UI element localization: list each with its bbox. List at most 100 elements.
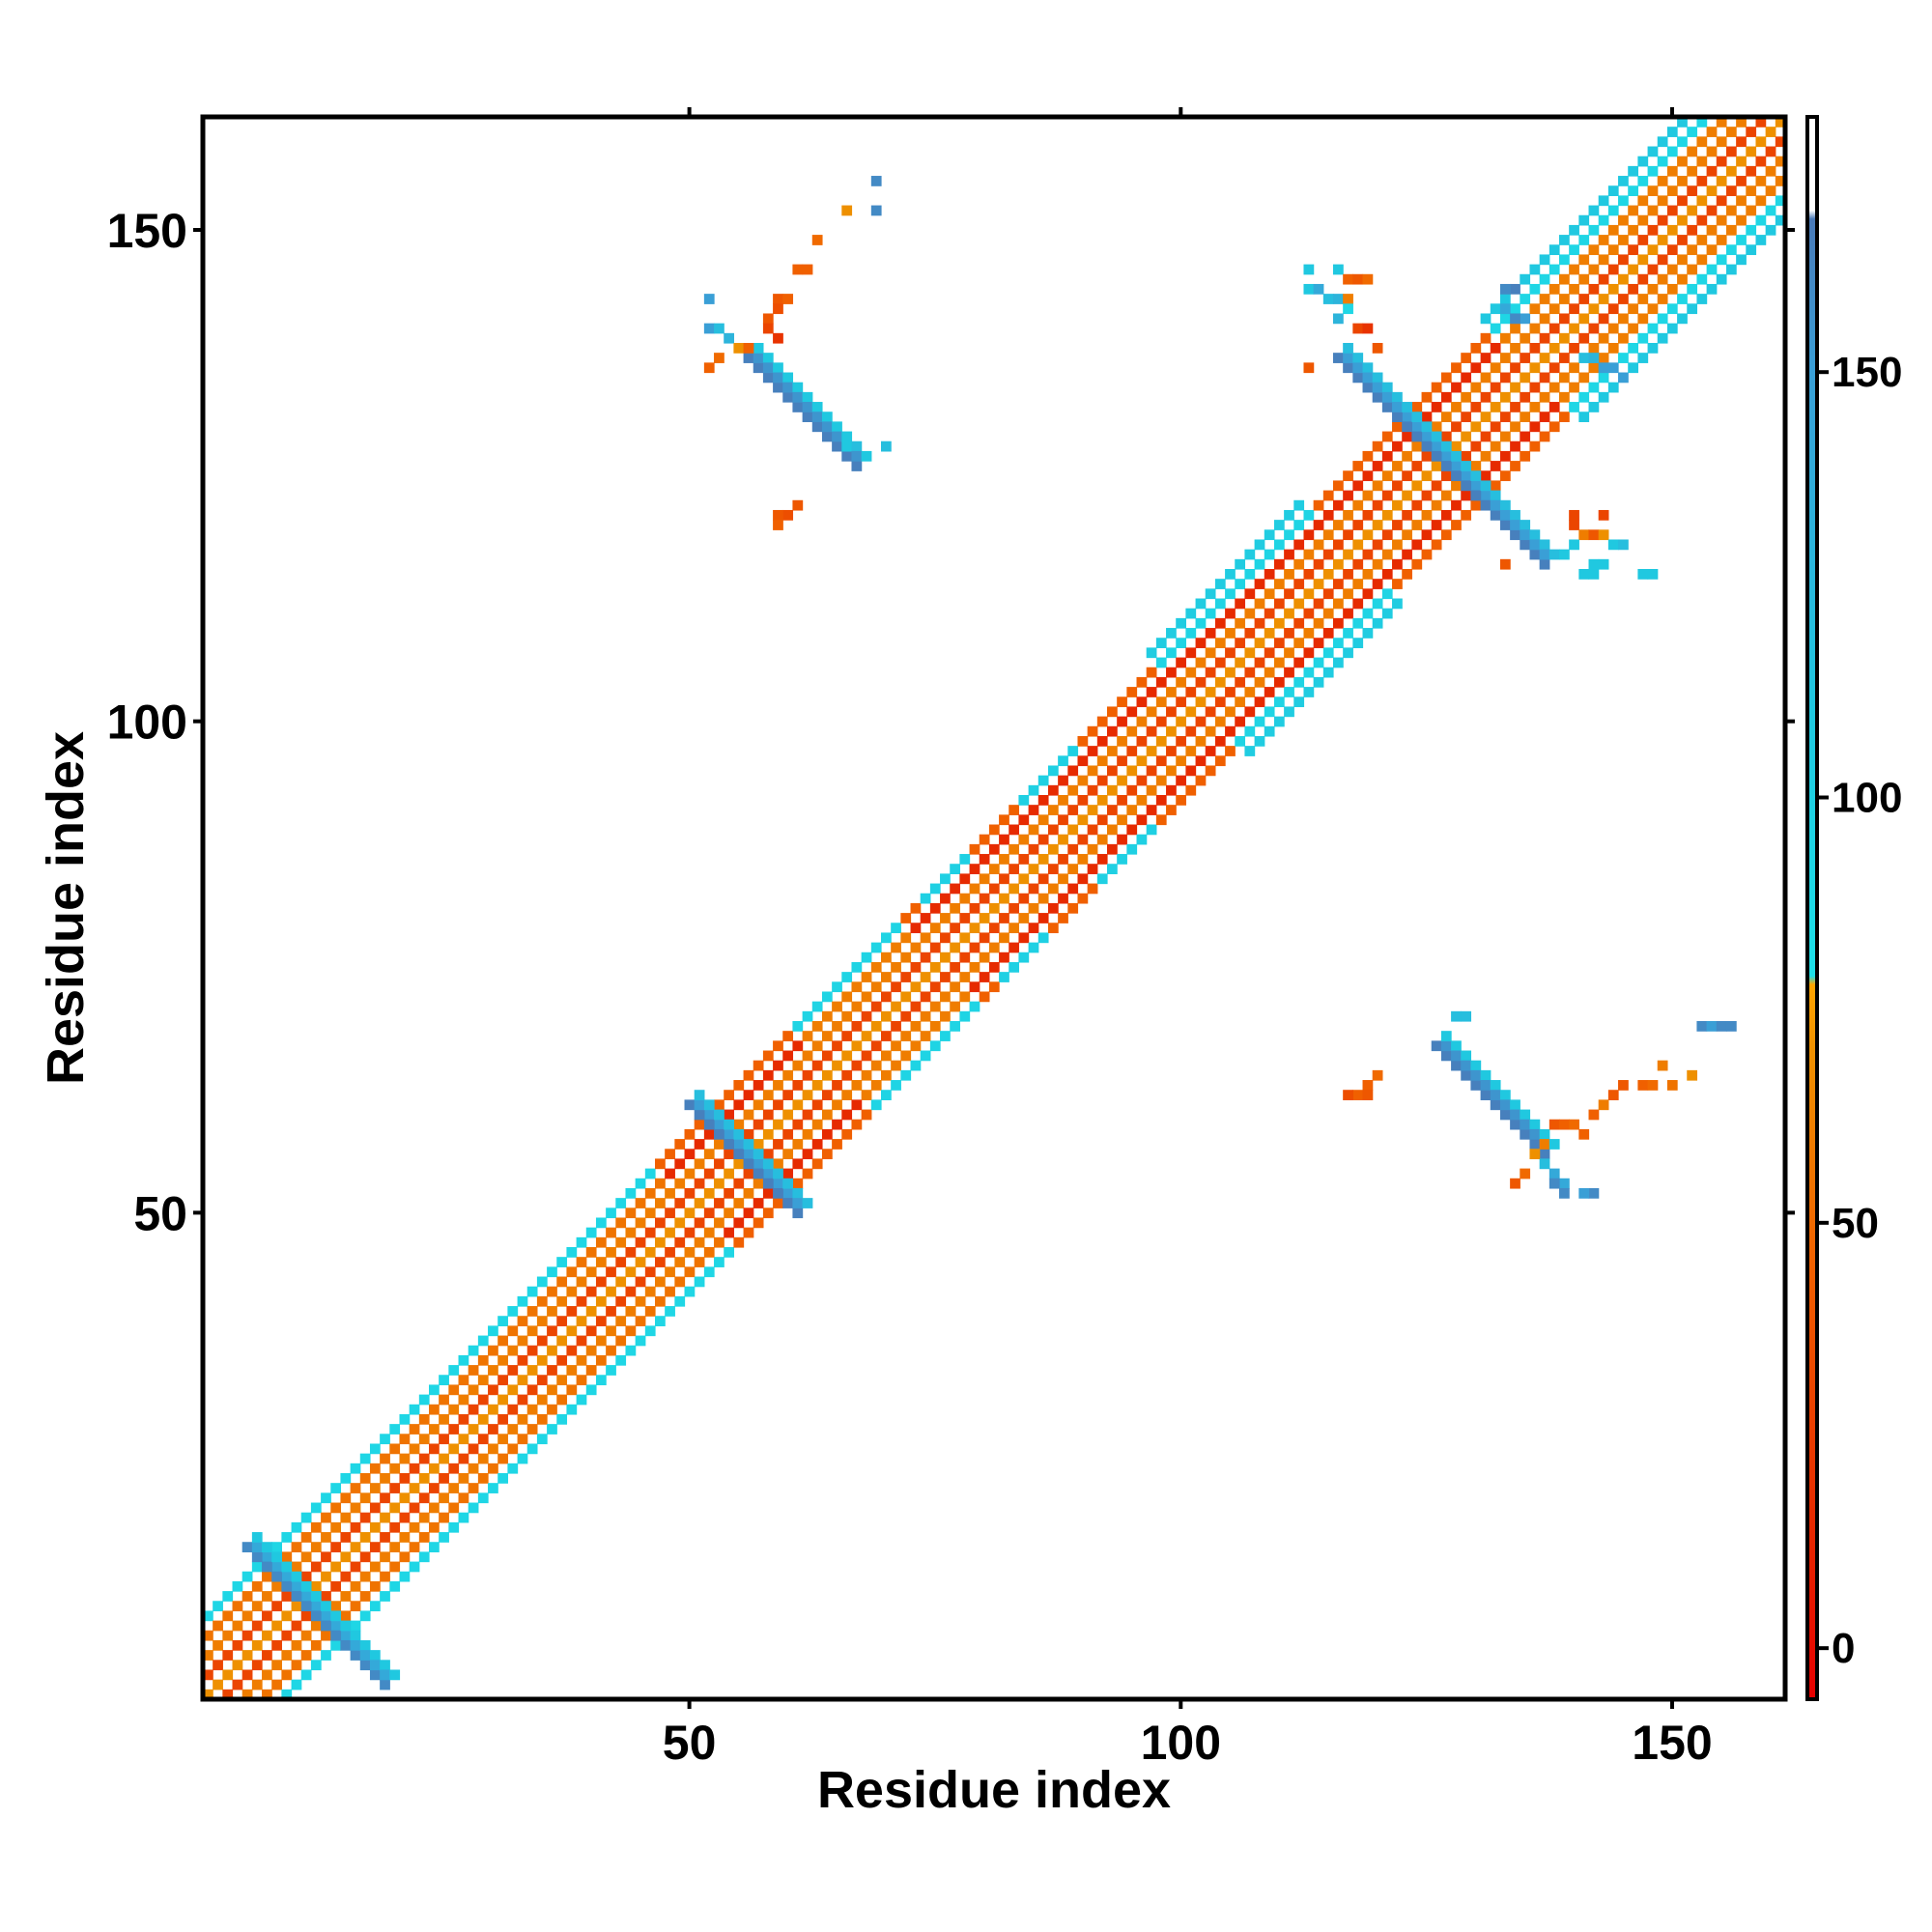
heatmap-cell [1637, 195, 1649, 207]
heatmap-cell [1037, 893, 1049, 904]
heatmap-cell [281, 1630, 293, 1641]
heatmap-cell [526, 1286, 538, 1297]
heatmap-cell [1470, 440, 1482, 452]
heatmap-cell [389, 1443, 401, 1455]
heatmap-cell [1343, 509, 1353, 521]
heatmap-cell [1018, 932, 1030, 944]
heatmap-cell [900, 1050, 912, 1062]
heatmap-cell [792, 1021, 804, 1032]
heatmap-cell [1578, 569, 1590, 580]
heatmap-cell [1166, 784, 1177, 796]
heatmap-cell [606, 1325, 616, 1337]
heatmap-cell [1588, 1187, 1600, 1199]
heatmap-cell [1618, 235, 1629, 245]
heatmap-cell [1736, 254, 1747, 266]
heatmap-cell [1618, 539, 1629, 551]
heatmap-cell [1520, 520, 1531, 530]
heatmap-cell [1107, 824, 1118, 836]
heatmap-cell [910, 981, 922, 993]
heatmap-cell [281, 1650, 293, 1661]
heatmap-cell [1470, 461, 1482, 471]
heatmap-cell [1470, 362, 1482, 374]
y-tick-label: 100 [107, 696, 187, 750]
heatmap-cell [566, 1306, 578, 1317]
heatmap-cell [418, 1551, 430, 1563]
heatmap-cell [1510, 382, 1520, 393]
heatmap-cell [753, 1158, 764, 1170]
heatmap-cell [1451, 1040, 1462, 1052]
heatmap-cell [1058, 814, 1068, 826]
heatmap-cell [1451, 382, 1462, 393]
heatmap-cell [861, 1090, 872, 1100]
heatmap-cell [1372, 480, 1383, 492]
heatmap-cell [1696, 136, 1708, 148]
heatmap-cell [940, 932, 951, 944]
heatmap-cell [1166, 725, 1177, 737]
heatmap-cell [762, 372, 774, 384]
heatmap-cell [1214, 579, 1226, 589]
heatmap-cell [1126, 725, 1138, 737]
heatmap-cell [1107, 805, 1118, 815]
heatmap-cell [340, 1551, 352, 1563]
heatmap-cell [665, 1227, 675, 1238]
heatmap-cell [1548, 362, 1560, 374]
heatmap-cell [1362, 470, 1374, 482]
heatmap-cell [1058, 795, 1068, 806]
heatmap-cell [359, 1532, 371, 1543]
heatmap-cell [625, 1247, 637, 1258]
heatmap-cell [861, 952, 872, 963]
heatmap-cell [271, 1580, 282, 1592]
heatmap-cell [811, 421, 823, 433]
heatmap-cell [203, 1630, 213, 1641]
heatmap-cell [1628, 343, 1638, 354]
heatmap-cell [1461, 412, 1472, 422]
heatmap-cell [536, 1413, 548, 1425]
heatmap-cell [1559, 1187, 1570, 1199]
heatmap-cell [703, 362, 715, 374]
heatmap-cell [1461, 480, 1472, 492]
heatmap-cell [1136, 676, 1148, 688]
heatmap-cell [222, 1650, 234, 1661]
heatmap-cell [359, 1650, 371, 1661]
heatmap-cell [1381, 509, 1393, 521]
heatmap-cell [1578, 313, 1590, 325]
heatmap-cell [359, 1571, 371, 1582]
heatmap-cell [1755, 214, 1767, 226]
heatmap-cell [1647, 224, 1659, 236]
heatmap-cell [724, 1090, 734, 1100]
heatmap-cell [1146, 824, 1157, 836]
heatmap-cell [1706, 127, 1718, 137]
heatmap-cell [940, 873, 951, 885]
heatmap-cell [536, 1295, 548, 1307]
heatmap-cell [497, 1473, 508, 1484]
heatmap-cell [920, 991, 931, 1003]
heatmap-cell [1333, 294, 1344, 304]
heatmap-cell [1470, 421, 1482, 433]
heatmap-cell [251, 1580, 263, 1592]
heatmap-cell [1421, 450, 1433, 462]
heatmap-cell [1411, 402, 1423, 412]
heatmap-cell [1381, 470, 1393, 482]
heatmap-cell [1411, 480, 1423, 492]
heatmap-cell [1136, 834, 1148, 845]
heatmap-cell [359, 1639, 371, 1651]
heatmap-cell [1687, 146, 1698, 157]
heatmap-cell [655, 1316, 666, 1326]
heatmap-cell [1402, 549, 1412, 560]
heatmap-cell [468, 1443, 479, 1455]
heatmap-cell [773, 520, 783, 530]
heatmap-cell [724, 1247, 734, 1258]
heatmap-cell [1499, 303, 1511, 315]
heatmap-cell [1687, 1069, 1698, 1081]
heatmap-cell [1392, 598, 1403, 610]
heatmap-cell [517, 1375, 528, 1386]
heatmap-cell [988, 981, 1000, 993]
heatmap-cell [1548, 1139, 1560, 1150]
heatmap-cell [1687, 165, 1698, 177]
heatmap-cell [1392, 480, 1403, 492]
heatmap-cell [1490, 480, 1501, 492]
heatmap-cell [418, 1434, 430, 1445]
heatmap-cell [655, 1236, 666, 1248]
heatmap-cell [1402, 450, 1412, 462]
